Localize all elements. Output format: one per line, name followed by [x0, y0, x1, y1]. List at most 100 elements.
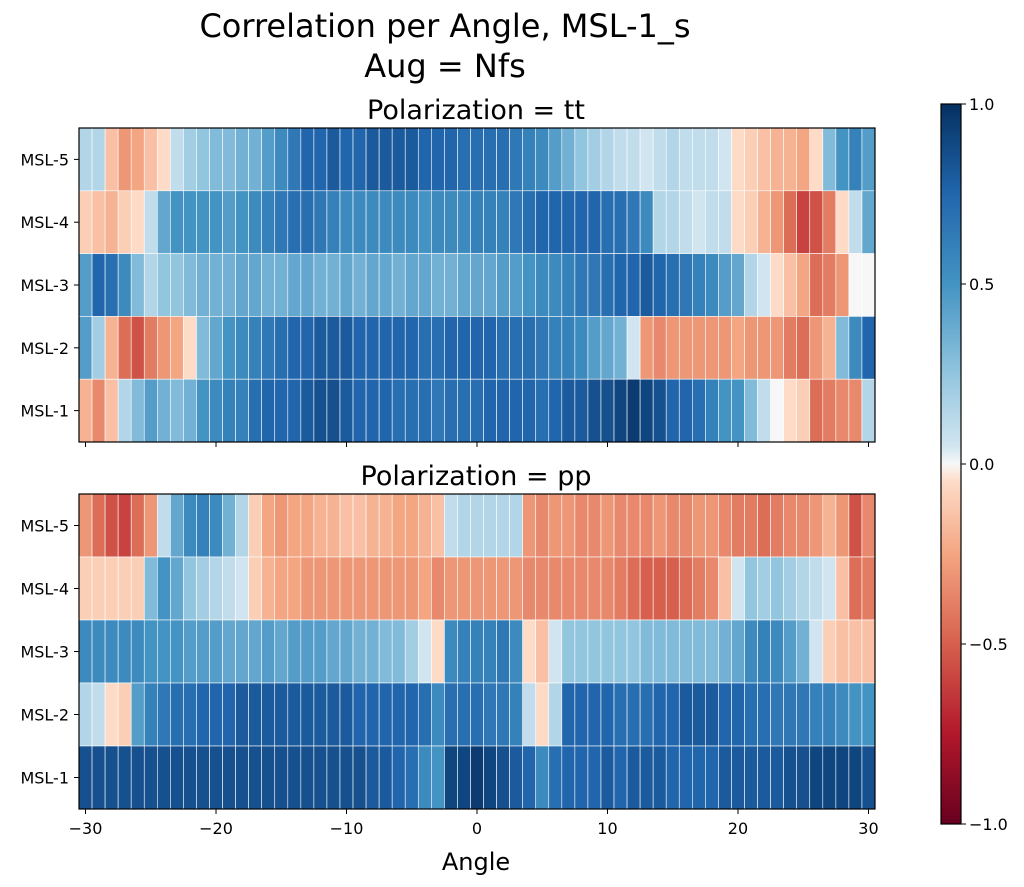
heatmap-cell — [196, 619, 210, 684]
heatmap-cell — [352, 378, 367, 443]
heatmap-cell — [496, 253, 510, 317]
heatmap-cell — [783, 378, 798, 443]
heatmap-cell — [848, 493, 863, 558]
heatmap-cell — [404, 493, 419, 558]
heatmap-cell — [274, 378, 289, 443]
heatmap-cell — [744, 127, 758, 192]
heatmap-cell — [300, 253, 315, 317]
heatmap-cell — [535, 682, 550, 747]
heatmap-cell — [431, 682, 445, 747]
heatmap-cell — [848, 745, 863, 810]
heatmap-cell — [783, 493, 798, 558]
heatmap-cell — [705, 493, 719, 558]
heatmap-cell — [535, 316, 550, 380]
heatmap-cell — [274, 253, 289, 317]
heatmap-cell — [652, 378, 667, 443]
heatmap-cell — [274, 619, 289, 684]
heatmap-cell — [678, 556, 693, 621]
heatmap-cell — [861, 253, 876, 317]
heatmap-cell — [861, 682, 876, 747]
heatmap-cell — [639, 493, 654, 558]
heatmap-cell — [861, 127, 876, 192]
heatmap-cell — [678, 493, 693, 558]
heatmap-cell — [770, 493, 784, 558]
y-tick-label: MSL-4 — [20, 580, 69, 599]
heatmap-cell — [274, 745, 289, 810]
heatmap-cell — [626, 127, 641, 192]
heatmap-cell — [157, 378, 171, 443]
heatmap-cell — [509, 745, 523, 810]
heatmap-cell — [104, 378, 119, 443]
heatmap-cell — [796, 316, 811, 380]
x-tick-label: 0 — [472, 819, 482, 838]
heatmap-cell — [287, 127, 302, 192]
heatmap-cell — [391, 316, 406, 380]
heatmap-cell — [300, 316, 315, 380]
heatmap-cell — [587, 619, 602, 684]
heatmap-cell — [678, 682, 693, 747]
heatmap-cell — [639, 745, 654, 810]
heatmap-cell — [705, 190, 719, 254]
heatmap-cell — [535, 253, 550, 317]
heatmap-cell — [196, 378, 210, 443]
heatmap-cell — [822, 127, 837, 192]
colorbar-gradient — [941, 104, 961, 824]
heatmap-cell — [209, 745, 223, 810]
heatmap-cell — [561, 619, 576, 684]
heatmap-cell — [235, 316, 249, 380]
heatmap-cell — [157, 493, 171, 558]
heatmap-cell — [457, 316, 471, 380]
heatmap-cell — [678, 190, 693, 254]
heatmap-cell — [91, 556, 106, 621]
heatmap-cell — [248, 253, 262, 317]
heatmap-cell — [522, 745, 537, 810]
heatmap-cell — [431, 556, 445, 621]
heatmap-cell — [130, 493, 145, 558]
heatmap-cell — [444, 378, 458, 443]
heatmap-cell — [561, 190, 576, 254]
heatmap-cell — [196, 190, 210, 254]
heatmap-cell — [248, 127, 262, 192]
heatmap-cell — [548, 316, 563, 380]
heatmap-cell — [783, 316, 798, 380]
heatmap-cell — [744, 190, 758, 254]
y-tick-label: MSL-5 — [20, 517, 69, 536]
heatmap-cell — [391, 253, 406, 317]
heatmap-cell — [261, 127, 276, 192]
heatmap-cell — [731, 682, 745, 747]
heatmap-cell — [796, 127, 811, 192]
heatmap-cell — [365, 378, 380, 443]
heatmap-cell — [117, 745, 132, 810]
heatmap-cell — [157, 745, 171, 810]
y-tick-label: MSL-4 — [20, 213, 69, 232]
heatmap-cell — [692, 493, 706, 558]
heatmap-cell — [705, 253, 719, 317]
heatmap-cell — [391, 745, 406, 810]
heatmap-cell — [313, 316, 328, 380]
heatmap-cell — [796, 745, 811, 810]
heatmap-cell — [130, 619, 145, 684]
heatmap-cells-pp — [78, 493, 876, 810]
heatmap-cell — [417, 253, 432, 317]
heatmap-cell — [365, 316, 380, 380]
heatmap-cell — [548, 190, 563, 254]
heatmap-cell — [209, 619, 223, 684]
heatmap-cell — [287, 556, 302, 621]
heatmap-cell — [78, 745, 93, 810]
heatmap-cell — [404, 253, 419, 317]
heatmap-cell — [78, 127, 93, 192]
heatmap-cell — [183, 682, 197, 747]
heatmap-cell — [783, 745, 798, 810]
heatmap-cell — [731, 493, 745, 558]
heatmap-cell — [235, 556, 249, 621]
panel-title-tt: Polarization = tt — [367, 95, 585, 126]
heatmap-cell — [326, 493, 341, 558]
heatmap-cell — [378, 682, 393, 747]
heatmap-cell — [626, 619, 641, 684]
heatmap-cell — [261, 378, 276, 443]
heatmap-cell — [822, 316, 837, 380]
heatmap-cell — [692, 619, 706, 684]
heatmap-cell — [861, 190, 876, 254]
x-tick-label: 30 — [858, 819, 878, 838]
heatmap-cell — [731, 253, 745, 317]
